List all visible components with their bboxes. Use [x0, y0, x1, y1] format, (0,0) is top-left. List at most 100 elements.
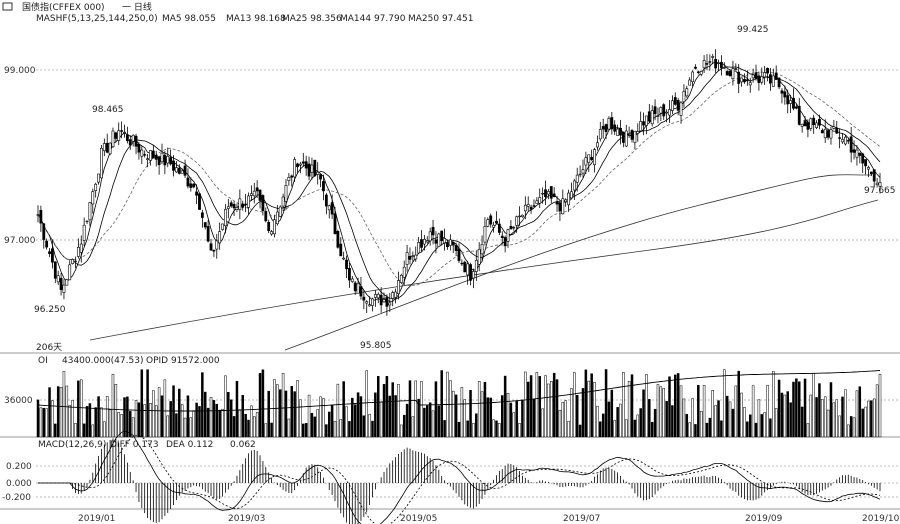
candle — [688, 77, 692, 86]
volume-bar — [270, 422, 273, 438]
volume-bar — [844, 389, 847, 438]
volume-bar — [160, 395, 164, 438]
volume-bar — [54, 423, 57, 438]
volume-bar — [388, 395, 392, 438]
volume-bar — [345, 406, 348, 438]
candle — [353, 281, 357, 295]
volume-bar — [426, 405, 429, 438]
volume-bar — [734, 385, 738, 438]
candle — [175, 161, 178, 173]
volume-bar — [397, 383, 400, 438]
volume-bar — [529, 375, 533, 438]
candle — [108, 142, 112, 156]
candle — [359, 276, 363, 300]
candle — [575, 167, 579, 192]
volume-bar — [258, 373, 262, 438]
volume-bar — [766, 384, 769, 438]
candle — [538, 188, 542, 209]
candle — [477, 242, 481, 272]
volume-bar — [235, 380, 239, 438]
candle — [843, 135, 847, 146]
candle — [786, 89, 790, 114]
volume-bar — [688, 422, 691, 438]
x-tick-2019-03: 2019/03 — [228, 514, 265, 524]
volume-bar — [506, 393, 510, 438]
candle — [500, 231, 504, 245]
volume-bar — [587, 380, 591, 438]
candle — [261, 194, 265, 216]
candle — [339, 237, 343, 257]
volume-bar — [547, 383, 550, 438]
candle — [62, 279, 66, 300]
volume-bar — [466, 420, 469, 438]
candle — [394, 288, 397, 304]
volume-bar — [336, 383, 340, 438]
volume-bar — [143, 404, 146, 438]
volume-bar — [599, 421, 602, 438]
candle — [797, 97, 801, 126]
candle — [829, 126, 833, 145]
candle — [800, 123, 804, 133]
volume-bar — [694, 424, 697, 438]
volume-bar — [630, 374, 634, 438]
annotation-high-aug: 99.425 — [737, 25, 769, 35]
candle — [645, 115, 648, 135]
candle — [783, 85, 787, 105]
candle — [56, 270, 60, 285]
volume-bar — [417, 398, 420, 438]
volume-bar — [671, 405, 674, 438]
candle — [284, 179, 288, 210]
candle — [567, 189, 570, 212]
volume-bar — [648, 399, 651, 438]
candle — [670, 95, 674, 115]
volume-bar — [593, 382, 596, 438]
volume-bar — [394, 395, 397, 438]
volume-bar — [489, 397, 492, 438]
volume-bar — [604, 369, 608, 438]
candle — [506, 228, 510, 248]
volume-bar — [353, 404, 357, 438]
volume-bar — [42, 407, 46, 438]
volume-bar — [302, 423, 305, 438]
volume-bar — [186, 395, 190, 438]
volume-bar — [714, 405, 717, 438]
volume-bar — [137, 402, 141, 438]
candle — [702, 55, 706, 74]
candle — [590, 149, 594, 161]
volume-bar — [56, 386, 60, 438]
price-tick-99: 99.000 — [4, 66, 36, 76]
candle — [731, 60, 735, 86]
volume-bar — [368, 413, 371, 438]
candle — [497, 218, 501, 236]
candle — [160, 143, 164, 165]
candle — [803, 116, 807, 127]
volume-bar — [131, 417, 135, 438]
candle — [221, 223, 224, 231]
candle — [861, 152, 865, 173]
volume-bar — [348, 421, 351, 438]
chart-window-icon[interactable] — [2, 2, 13, 11]
volume-bar — [82, 423, 86, 438]
candle — [397, 271, 400, 300]
period-selector[interactable]: 一 日线 — [122, 1, 152, 13]
candle — [720, 55, 723, 76]
candle — [512, 225, 516, 231]
volume-bar — [691, 398, 694, 438]
x-tick-2019-07: 2019/07 — [563, 514, 600, 524]
volume-bar — [642, 389, 645, 438]
candle — [846, 138, 850, 145]
candle — [149, 150, 152, 166]
candle — [812, 114, 816, 134]
volume-bar — [152, 390, 155, 438]
volume-bar — [832, 402, 836, 438]
candle — [659, 106, 663, 122]
candle — [51, 240, 54, 269]
volume-bar — [875, 384, 879, 438]
candle — [826, 128, 830, 140]
volume-bar — [746, 421, 749, 438]
volume-bar — [278, 389, 282, 438]
volume-bar — [526, 381, 530, 438]
volume-bar — [62, 371, 66, 438]
candle — [621, 131, 625, 148]
volume-bar — [518, 423, 521, 438]
